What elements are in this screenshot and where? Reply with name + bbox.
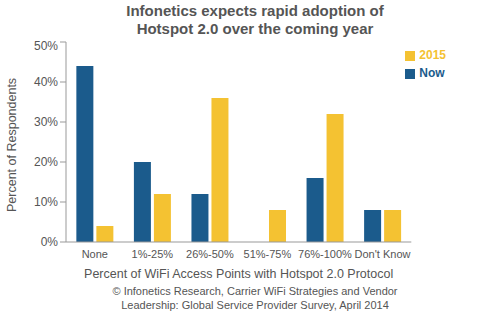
html-text:2015: 2015 xyxy=(419,48,446,62)
html-text:Infonetics expects rapid adopt: Infonetics expects rapid adoption of Hot… xyxy=(126,2,384,37)
svg-text:76%-100%: 76%-100% xyxy=(298,248,352,260)
svg-text:40%: 40% xyxy=(34,75,58,89)
svg-text:10%: 10% xyxy=(34,195,58,209)
html-text:© Infonetics Research, Carrier: © Infonetics Research, Carrier WiFi Stra… xyxy=(112,285,398,311)
svg-text:20%: 20% xyxy=(34,155,58,169)
svg-text:30%: 30% xyxy=(34,115,58,129)
svg-text:Percent of WiFi Access Points: Percent of WiFi Access Points with Hotsp… xyxy=(84,267,393,280)
svg-text:0%: 0% xyxy=(41,235,59,249)
svg-text:26%-50%: 26%-50% xyxy=(186,248,234,260)
svg-text:50%: 50% xyxy=(34,39,58,53)
svg-text:Don't Know: Don't Know xyxy=(355,248,411,260)
svg-text:Percent of Respondents: Percent of Respondents xyxy=(8,78,19,212)
svg-text:None: None xyxy=(82,248,108,260)
svg-text:51%-75%: 51%-75% xyxy=(244,248,292,260)
html-text:Now: Now xyxy=(419,66,445,80)
svg-text:1%-25%: 1%-25% xyxy=(132,248,174,260)
